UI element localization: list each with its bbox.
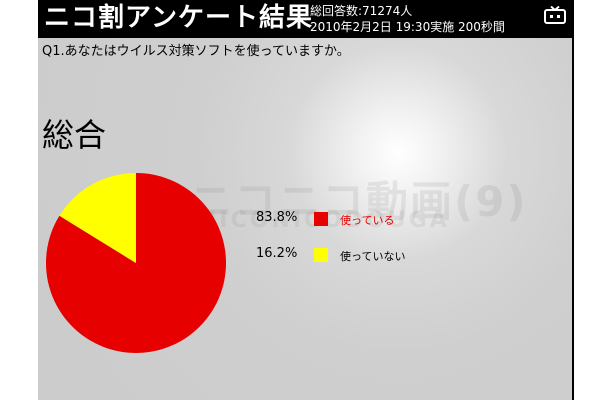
legend-percent-used: 83.8%	[256, 210, 298, 225]
legend-label-not-used: 使っていない	[340, 250, 406, 263]
survey-datetime: 2010年2月2日 19:30実施 200秒間	[310, 20, 505, 34]
pie-slice-used	[46, 173, 227, 353]
section-label: 総合	[42, 116, 107, 154]
legend-swatch-used	[314, 212, 328, 226]
total-responses: 総回答数:71274人	[310, 4, 413, 18]
tv-logo-icon	[544, 6, 566, 24]
page-title: ニコ割アンケート結果	[44, 3, 313, 33]
legend-label-used: 使っている	[340, 214, 395, 227]
watermark-logo: ニコニコ動画(9)	[190, 177, 528, 226]
header-bar: ニコ割アンケート結果 総回答数:71274人 2010年2月2日 19:30実施…	[38, 0, 574, 38]
survey-meta: 総回答数:71274人 2010年2月2日 19:30実施 200秒間	[310, 3, 505, 35]
legend-swatch-not-used	[314, 248, 328, 262]
pie-slice-not-used	[59, 173, 137, 263]
question-text: Q1.あなたはウイルス対策ソフトを使っていますか。	[42, 44, 350, 59]
legend-percent-not-used: 16.2%	[256, 246, 298, 261]
